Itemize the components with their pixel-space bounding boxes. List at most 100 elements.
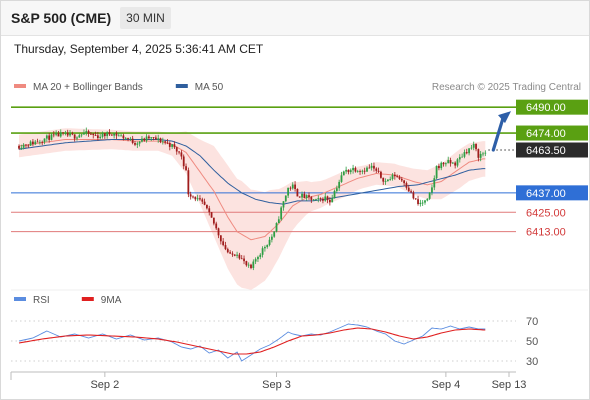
candle-body bbox=[52, 134, 55, 136]
candle-body bbox=[59, 132, 62, 137]
candle-body bbox=[199, 198, 201, 200]
candle-body bbox=[32, 141, 34, 145]
candle-body bbox=[71, 133, 74, 135]
candle-body bbox=[312, 199, 315, 201]
candle-body bbox=[73, 134, 76, 139]
candle-body bbox=[310, 197, 313, 200]
candle-body bbox=[328, 199, 331, 203]
candle-body bbox=[298, 196, 301, 198]
ma20-line bbox=[18, 139, 486, 241]
candle-body bbox=[168, 143, 171, 147]
candle-body bbox=[120, 135, 122, 137]
candle-body bbox=[303, 193, 306, 199]
candle-body bbox=[150, 137, 153, 139]
candle-body bbox=[222, 241, 225, 246]
candle-body bbox=[354, 167, 357, 172]
rsi-tick-label: 30 bbox=[526, 356, 538, 368]
candle-body bbox=[127, 138, 129, 140]
candle-body bbox=[236, 254, 238, 256]
candle-body bbox=[468, 148, 470, 154]
candle-body bbox=[69, 133, 71, 136]
candle-body bbox=[275, 223, 278, 232]
candle-body bbox=[261, 248, 264, 255]
candle-body bbox=[62, 132, 64, 134]
candle-body bbox=[254, 259, 257, 262]
candle-body bbox=[424, 200, 426, 203]
rsi-tick-label: 70 bbox=[526, 316, 538, 328]
candle-body bbox=[201, 199, 204, 202]
candle-body bbox=[233, 254, 236, 256]
level-label-6413.00: 6413.00 bbox=[526, 227, 566, 239]
candle-body bbox=[454, 162, 457, 166]
candle-body bbox=[389, 179, 392, 180]
candle-body bbox=[25, 144, 27, 146]
candle-body bbox=[410, 191, 412, 193]
candle-body bbox=[138, 141, 141, 144]
candle-body bbox=[50, 134, 53, 140]
candle-body bbox=[484, 152, 487, 154]
candle-body bbox=[231, 253, 234, 255]
candle-body bbox=[240, 258, 243, 260]
candle-body bbox=[319, 198, 322, 199]
rsi-ma-line bbox=[18, 327, 486, 355]
timeframe-button[interactable]: 30 MIN bbox=[120, 7, 171, 29]
candle-body bbox=[80, 134, 83, 136]
candle-body bbox=[247, 264, 250, 266]
candle-body bbox=[340, 175, 343, 182]
candle-body bbox=[34, 141, 37, 145]
candle-body bbox=[280, 207, 283, 220]
candle-body bbox=[294, 184, 296, 189]
candle-body bbox=[266, 244, 269, 248]
time-tick-label: Sep 13 bbox=[492, 379, 527, 391]
candle-body bbox=[106, 132, 109, 137]
candle-body bbox=[482, 153, 484, 155]
candle-body bbox=[250, 264, 252, 269]
ma50-line bbox=[18, 139, 486, 205]
candle-body bbox=[463, 152, 466, 157]
candle-body bbox=[384, 181, 387, 182]
candle-body bbox=[161, 141, 164, 143]
candle-body bbox=[136, 143, 139, 145]
candle-body bbox=[108, 132, 111, 135]
candle-body bbox=[352, 167, 354, 171]
candle-body bbox=[477, 149, 480, 158]
candle-body bbox=[92, 133, 95, 136]
candle-body bbox=[277, 219, 280, 224]
candle-body bbox=[57, 133, 60, 137]
candle-body bbox=[282, 201, 285, 208]
header-bar: S&P 500 (CME) 30 MIN bbox=[1, 1, 589, 36]
candle-body bbox=[64, 132, 67, 134]
candle-body bbox=[110, 134, 113, 136]
candle-body bbox=[291, 184, 294, 189]
candle-body bbox=[382, 177, 385, 182]
candle-body bbox=[461, 156, 464, 158]
candle-body bbox=[203, 201, 206, 205]
forecast-arrow-head bbox=[498, 111, 511, 124]
candle-body bbox=[41, 141, 44, 143]
rsi-line bbox=[18, 323, 486, 362]
rsi-legend-swatch bbox=[81, 297, 94, 301]
candle-body bbox=[273, 231, 276, 237]
candle-body bbox=[154, 137, 157, 140]
candle-body bbox=[215, 223, 218, 229]
candle-body bbox=[159, 138, 162, 142]
candle-body bbox=[217, 228, 220, 236]
candle-body bbox=[22, 144, 25, 148]
candle-body bbox=[289, 187, 292, 189]
candle-body bbox=[164, 141, 167, 143]
candle-body bbox=[377, 170, 380, 172]
candle-body bbox=[94, 135, 97, 136]
candle-body bbox=[373, 165, 375, 169]
candle-body bbox=[287, 187, 290, 196]
candle-body bbox=[375, 168, 378, 171]
candle-body bbox=[268, 239, 271, 245]
candle-body bbox=[141, 138, 143, 142]
candle-body bbox=[187, 170, 190, 195]
candle-body bbox=[342, 171, 345, 176]
forecast-arrow-shaft bbox=[491, 116, 505, 152]
candle-body bbox=[173, 144, 176, 148]
candle-body bbox=[403, 180, 406, 184]
candle-body bbox=[317, 198, 320, 199]
